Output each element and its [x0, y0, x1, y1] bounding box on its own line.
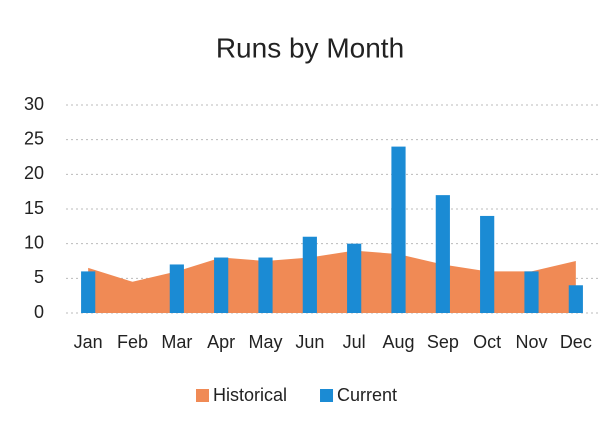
bar	[258, 257, 273, 313]
legend-label: Historical	[213, 385, 287, 405]
bar	[524, 271, 539, 313]
area	[88, 250, 576, 313]
x-tick-label: Apr	[207, 332, 235, 352]
x-tick-label: Jun	[295, 332, 324, 352]
x-tick-label: Jan	[74, 332, 103, 352]
bar	[302, 236, 317, 313]
bar	[214, 257, 229, 313]
x-tick-label: Aug	[382, 332, 414, 352]
x-tick-label: Nov	[515, 332, 547, 352]
y-tick-label: 25	[24, 128, 44, 148]
y-tick-label: 15	[24, 198, 44, 218]
chart-title: Runs by Month	[216, 32, 404, 63]
x-tick-label: Oct	[473, 332, 501, 352]
y-tick-label: 20	[24, 163, 44, 183]
bar	[81, 271, 96, 313]
x-tick-label: May	[248, 332, 282, 352]
bar	[347, 243, 362, 313]
bar	[169, 264, 184, 313]
x-tick-label: Sep	[427, 332, 459, 352]
x-tick-label: Dec	[560, 332, 592, 352]
x-tick-label: Feb	[117, 332, 148, 352]
y-tick-label: 5	[34, 267, 44, 287]
bar	[480, 215, 495, 313]
bar	[435, 195, 450, 313]
y-tick-label: 30	[24, 94, 44, 114]
y-tick-label: 0	[34, 302, 44, 322]
legend-label: Current	[337, 385, 397, 405]
y-tick-label: 10	[24, 232, 44, 252]
legend-swatch	[320, 389, 334, 402]
bar	[568, 285, 583, 313]
legend-swatch	[196, 389, 209, 402]
bar	[391, 146, 406, 313]
x-tick-label: Jul	[343, 332, 366, 352]
x-tick-label: Mar	[161, 332, 192, 352]
